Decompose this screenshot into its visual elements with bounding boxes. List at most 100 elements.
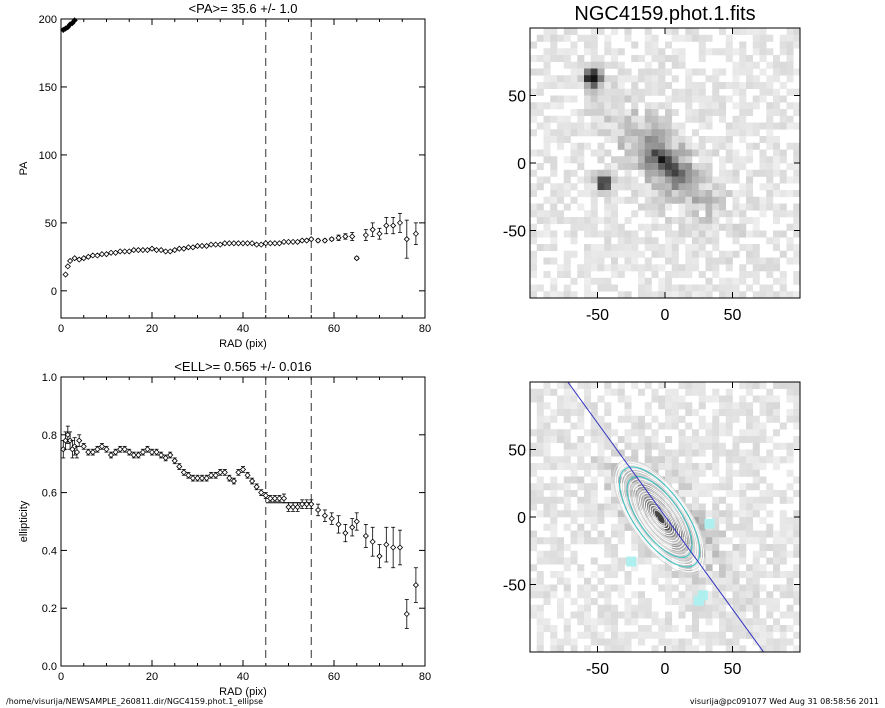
pixel xyxy=(530,395,538,403)
pixel xyxy=(617,237,625,245)
pixel xyxy=(685,68,693,76)
data-point xyxy=(203,475,210,482)
pixel xyxy=(651,577,659,585)
pixel xyxy=(611,503,619,511)
y-tick-label: 200 xyxy=(39,14,57,26)
pixel xyxy=(746,102,754,110)
pixel xyxy=(739,129,747,137)
data-point xyxy=(294,503,301,511)
pixel xyxy=(550,456,558,464)
pixel xyxy=(685,163,693,171)
pixel xyxy=(705,149,713,157)
pixel xyxy=(644,382,652,390)
pixel xyxy=(665,82,673,90)
pixel xyxy=(752,442,760,450)
pixel xyxy=(759,503,767,511)
pixel xyxy=(793,244,800,252)
pixel xyxy=(685,463,693,471)
pixel xyxy=(759,584,767,592)
pixel xyxy=(604,618,612,626)
pixel xyxy=(570,41,578,49)
pixel xyxy=(779,41,787,49)
pixel xyxy=(617,75,625,83)
pixel xyxy=(536,483,544,491)
pixel xyxy=(617,88,625,96)
pixel xyxy=(685,264,693,272)
pixel xyxy=(638,88,646,96)
pixel xyxy=(692,388,700,396)
pixel xyxy=(685,109,693,117)
pixel xyxy=(536,577,544,585)
x-tick-label: -50 xyxy=(586,661,609,678)
pixel xyxy=(577,422,585,430)
pixel xyxy=(651,523,659,531)
pixel xyxy=(604,591,612,599)
pixel xyxy=(719,109,727,117)
pixel xyxy=(665,55,673,63)
pixel xyxy=(725,122,733,130)
pixel xyxy=(543,244,551,252)
pixel xyxy=(557,395,565,403)
pixel xyxy=(658,176,666,184)
pixel xyxy=(658,102,666,110)
pixel xyxy=(786,75,794,83)
pixel xyxy=(638,490,646,498)
pixel xyxy=(773,584,781,592)
pixel xyxy=(752,271,760,279)
pixel xyxy=(624,156,632,164)
pixel xyxy=(651,645,659,652)
pixel xyxy=(536,591,544,599)
pixel xyxy=(536,55,544,63)
pixel xyxy=(746,591,754,599)
pixel xyxy=(692,483,700,491)
pixel xyxy=(705,544,713,552)
pixel xyxy=(577,75,585,83)
pixel xyxy=(570,68,578,76)
isophote-contour xyxy=(645,500,674,534)
pixel xyxy=(651,203,659,211)
pixel xyxy=(557,136,565,144)
pixel xyxy=(786,68,794,76)
data-point xyxy=(121,248,128,255)
pixel xyxy=(604,196,612,204)
pixel xyxy=(536,436,544,444)
data-point xyxy=(103,446,110,453)
pixel xyxy=(692,604,700,612)
pixel xyxy=(692,190,700,198)
pixel xyxy=(692,490,700,498)
pixel xyxy=(597,463,605,471)
pixel xyxy=(671,523,679,531)
pixel xyxy=(732,530,740,538)
pixel xyxy=(719,250,727,258)
pixel xyxy=(644,284,652,292)
pixel xyxy=(530,463,538,471)
pixel xyxy=(698,442,706,450)
pixel xyxy=(746,109,754,117)
pixel xyxy=(732,237,740,245)
pixel xyxy=(570,537,578,545)
pixel xyxy=(719,48,727,56)
pixel xyxy=(725,476,733,484)
pixel xyxy=(786,223,794,231)
pixel xyxy=(597,115,605,123)
pixel xyxy=(617,638,625,646)
pixel xyxy=(779,61,787,69)
pixel xyxy=(638,476,646,484)
pixel xyxy=(611,638,619,646)
pixel xyxy=(725,264,733,272)
pixel xyxy=(705,395,713,403)
pixel xyxy=(563,429,571,437)
pixel xyxy=(759,34,767,42)
pixel xyxy=(644,436,652,444)
pixel xyxy=(638,163,646,171)
pixel xyxy=(536,442,544,450)
pixel xyxy=(705,537,713,545)
pixel xyxy=(543,510,551,518)
data-point xyxy=(71,255,78,262)
pixel xyxy=(590,483,598,491)
pixel xyxy=(665,68,673,76)
pixel xyxy=(665,402,673,410)
data-point xyxy=(280,495,288,502)
pixel xyxy=(752,422,760,430)
pixel xyxy=(685,217,693,225)
